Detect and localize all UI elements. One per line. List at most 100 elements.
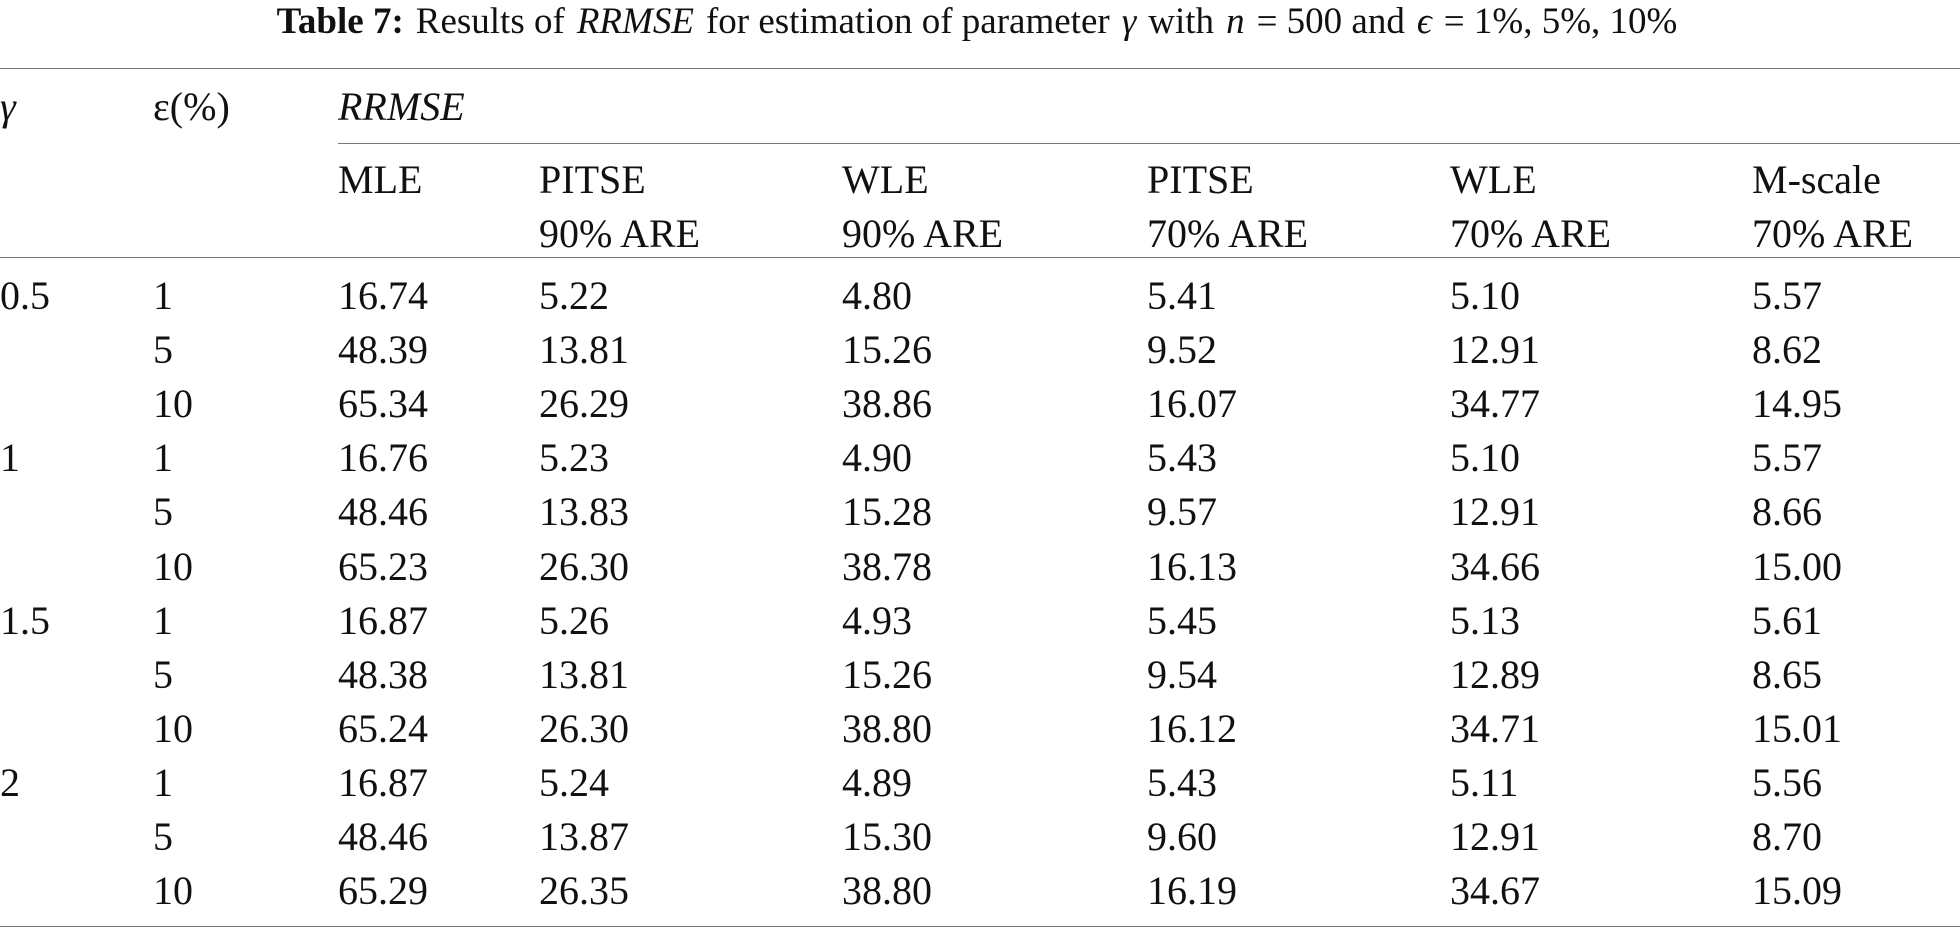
value-cell: 9.52 — [1147, 327, 1217, 373]
value-cell: 15.00 — [1752, 543, 1842, 589]
value-cell: 65.34 — [338, 381, 428, 427]
gamma-cell: 2 — [0, 759, 20, 805]
value-cell: 16.13 — [1147, 543, 1237, 589]
value-cell: 65.24 — [338, 705, 428, 751]
eps-cell: 10 — [153, 868, 193, 914]
caption-text: for estimation of parameter — [705, 1, 1110, 42]
value-cell: 8.70 — [1752, 814, 1822, 859]
value-cell: 65.23 — [338, 543, 428, 589]
value-cell: 4.93 — [842, 597, 912, 643]
header-group: RRMSE — [338, 84, 465, 129]
value-cell: 15.09 — [1752, 868, 1842, 914]
value-cell: 26.35 — [539, 868, 629, 914]
top-rule — [0, 68, 1960, 69]
eps-cell: 1 — [153, 759, 173, 805]
group-rule — [338, 143, 1960, 144]
column-header: PITSE — [1147, 157, 1254, 202]
eps-cell: 5 — [153, 489, 173, 535]
value-cell: 26.29 — [539, 381, 629, 427]
value-cell: 15.30 — [842, 814, 932, 859]
column-header: 90% ARE — [842, 211, 1004, 256]
value-cell: 12.91 — [1450, 489, 1540, 535]
value-cell: 16.87 — [338, 597, 428, 643]
eps-cell: 10 — [153, 381, 193, 427]
caption-text: n — [1226, 1, 1245, 42]
value-cell: 16.19 — [1147, 868, 1237, 914]
value-cell: 16.74 — [338, 273, 428, 318]
value-cell: 48.39 — [338, 327, 428, 373]
value-cell: 48.46 — [338, 489, 428, 535]
value-cell: 38.78 — [842, 543, 932, 589]
value-cell: 12.91 — [1450, 814, 1540, 859]
gamma-cell: 1 — [0, 435, 20, 481]
value-cell: 5.11 — [1450, 759, 1519, 805]
value-cell: 34.71 — [1450, 705, 1540, 751]
bottom-rule — [0, 926, 1960, 927]
eps-cell: 5 — [153, 814, 173, 859]
value-cell: 14.95 — [1752, 381, 1842, 427]
value-cell: 5.24 — [539, 759, 609, 805]
column-header: 70% ARE — [1752, 211, 1914, 256]
value-cell: 16.12 — [1147, 705, 1237, 751]
value-cell: 34.66 — [1450, 543, 1540, 589]
value-cell: 65.29 — [338, 868, 428, 914]
value-cell: 34.77 — [1450, 381, 1540, 427]
value-cell: 48.46 — [338, 814, 428, 859]
value-cell: 13.81 — [539, 651, 629, 697]
caption-label: Table 7: — [276, 1, 404, 42]
value-cell: 15.26 — [842, 651, 932, 697]
value-cell: 9.57 — [1147, 489, 1217, 535]
value-cell: 8.62 — [1752, 327, 1822, 373]
caption-text: = 1%, 5%, 10% — [1443, 1, 1678, 42]
eps-cell: 10 — [153, 705, 193, 751]
column-header: 70% ARE — [1147, 211, 1309, 256]
header-rule — [0, 257, 1960, 258]
caption-text: with — [1148, 1, 1215, 42]
value-cell: 5.10 — [1450, 273, 1520, 318]
value-cell: 15.01 — [1752, 705, 1842, 751]
value-cell: 5.43 — [1147, 435, 1217, 481]
eps-cell: 1 — [153, 273, 173, 318]
caption-text: Results of — [415, 1, 565, 42]
value-cell: 26.30 — [539, 705, 629, 751]
value-cell: 5.10 — [1450, 435, 1520, 481]
value-cell: 8.65 — [1752, 651, 1822, 697]
value-cell: 8.66 — [1752, 489, 1822, 535]
value-cell: 5.22 — [539, 273, 609, 318]
value-cell: 5.57 — [1752, 435, 1822, 481]
value-cell: 16.07 — [1147, 381, 1237, 427]
value-cell: 16.76 — [338, 435, 428, 481]
header-eps: ε(%) — [153, 84, 230, 129]
value-cell: 9.60 — [1147, 814, 1217, 859]
value-cell: 4.90 — [842, 435, 912, 481]
value-cell: 9.54 — [1147, 651, 1217, 697]
caption-text: = 500 and — [1256, 1, 1405, 42]
value-cell: 12.89 — [1450, 651, 1540, 697]
value-cell: 5.61 — [1752, 597, 1822, 643]
value-cell: 38.86 — [842, 381, 932, 427]
gamma-cell: 0.5 — [0, 273, 50, 318]
eps-cell: 5 — [153, 327, 173, 373]
value-cell: 5.43 — [1147, 759, 1217, 805]
gamma-cell: 1.5 — [0, 597, 50, 643]
value-cell: 15.26 — [842, 327, 932, 373]
column-header: 90% ARE — [539, 211, 701, 256]
value-cell: 5.26 — [539, 597, 609, 643]
column-header: PITSE — [539, 157, 646, 202]
caption: Table 7: Results of RRMSE for estimation of… — [0, 0, 1960, 44]
value-cell: 5.41 — [1147, 273, 1217, 318]
caption-text: RRMSE — [576, 1, 694, 42]
value-cell: 34.67 — [1450, 868, 1540, 914]
value-cell: 13.81 — [539, 327, 629, 373]
caption-text: γ — [1121, 1, 1137, 42]
value-cell: 26.30 — [539, 543, 629, 589]
value-cell: 38.80 — [842, 705, 932, 751]
value-cell: 16.87 — [338, 759, 428, 805]
value-cell: 48.38 — [338, 651, 428, 697]
value-cell: 4.89 — [842, 759, 912, 805]
column-header: MLE — [338, 157, 423, 202]
eps-cell: 5 — [153, 651, 173, 697]
value-cell: 38.80 — [842, 868, 932, 914]
value-cell: 4.80 — [842, 273, 912, 318]
